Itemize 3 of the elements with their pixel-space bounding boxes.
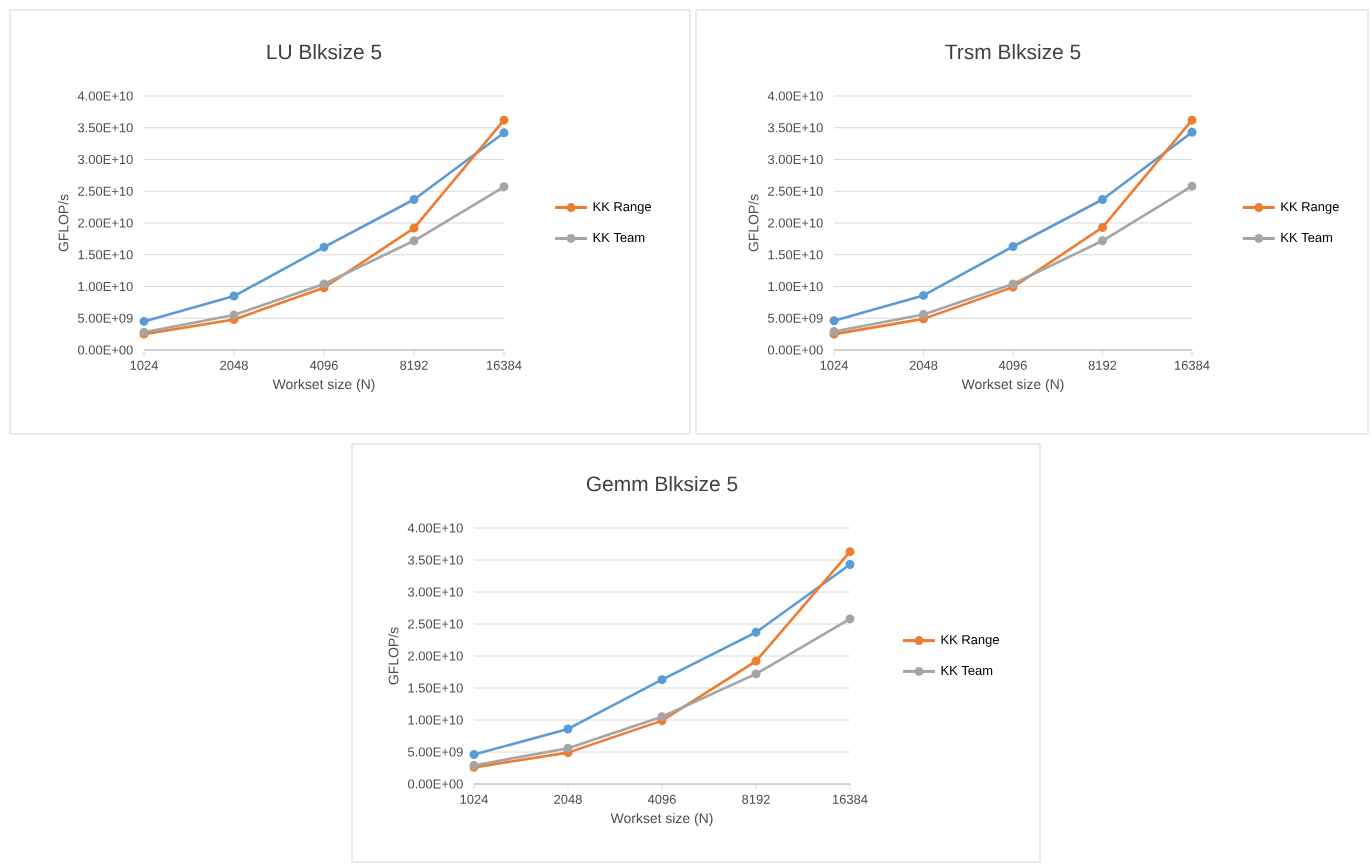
chart-title: Trsm Blksize 5 [945,43,1081,60]
chart-title: Gemm Blksize 5 [586,475,738,492]
chart-title: LU Blksize 5 [267,43,382,60]
